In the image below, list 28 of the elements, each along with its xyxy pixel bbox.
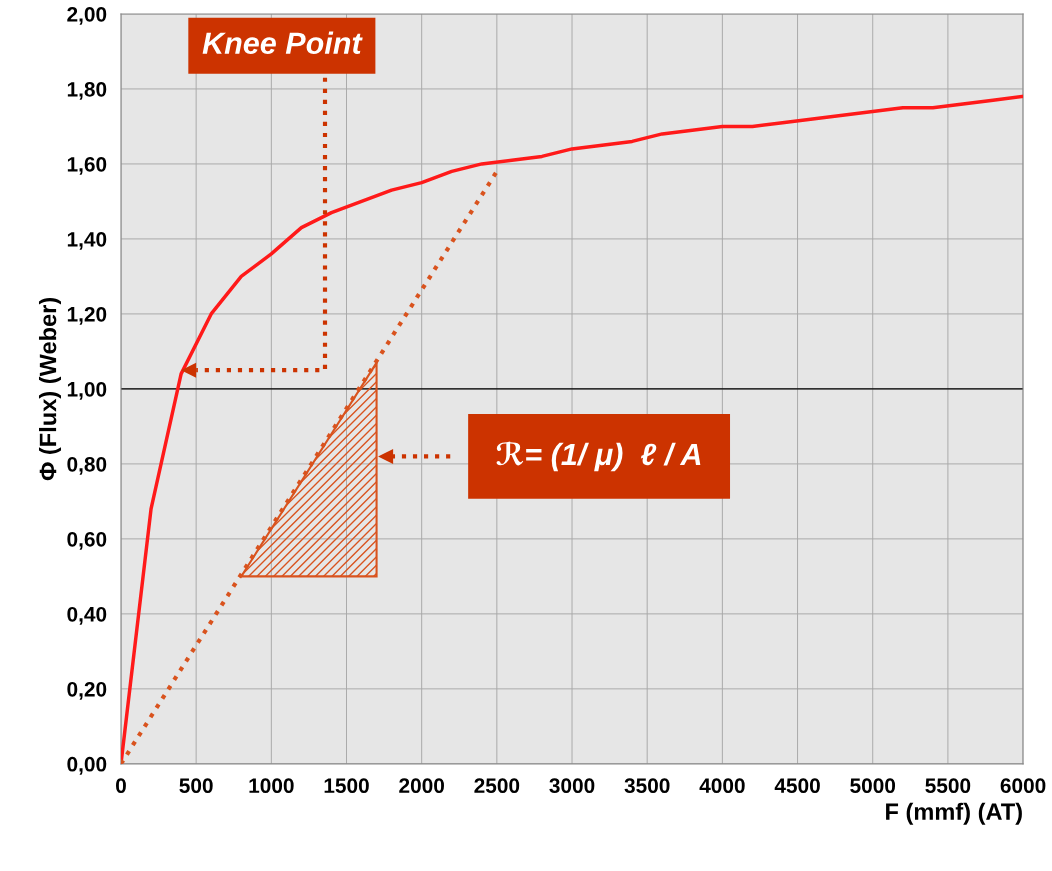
y-tick-label: 1,40 <box>67 231 107 250</box>
x-tick-label: 4000 <box>699 778 745 794</box>
y-tick-label: 0,20 <box>67 681 107 700</box>
y-tick-label: 1,20 <box>67 306 107 325</box>
annotation: ℛ= (1/ μ) ℓ / A <box>496 441 701 472</box>
x-tick-label: 2000 <box>399 778 444 794</box>
y-tick-label: 1,60 <box>67 156 107 175</box>
y-tick-label: 1,00 <box>67 381 107 400</box>
x-tick-label: 3000 <box>549 778 595 794</box>
y-tick-label: 0,80 <box>67 456 107 475</box>
y-axis-title: Φ (Flux) (Weber) <box>38 297 61 481</box>
y-tick-label: 2,00 <box>67 6 107 25</box>
x-tick-label: 0 <box>116 778 126 794</box>
x-tick-label: 3500 <box>624 778 670 794</box>
y-tick-label: 1,80 <box>67 81 107 100</box>
annotation: Knee Point <box>202 31 363 55</box>
y-tick-label: 0,00 <box>67 756 107 775</box>
x-axis-title: F (mmf) (AT) <box>886 802 1022 825</box>
x-tick-label: 5000 <box>850 778 896 794</box>
y-tick-label: 0,60 <box>67 531 107 550</box>
x-tick-label: 6000 <box>1000 778 1046 794</box>
x-tick-label: 4500 <box>774 778 820 794</box>
x-tick-label: 2500 <box>474 778 520 794</box>
x-tick-label: 1000 <box>249 778 294 794</box>
x-tick-label: 1500 <box>324 778 369 794</box>
x-tick-label: 5500 <box>925 778 971 794</box>
y-tick-label: 0,40 <box>67 606 107 625</box>
x-tick-label: 500 <box>179 778 213 794</box>
